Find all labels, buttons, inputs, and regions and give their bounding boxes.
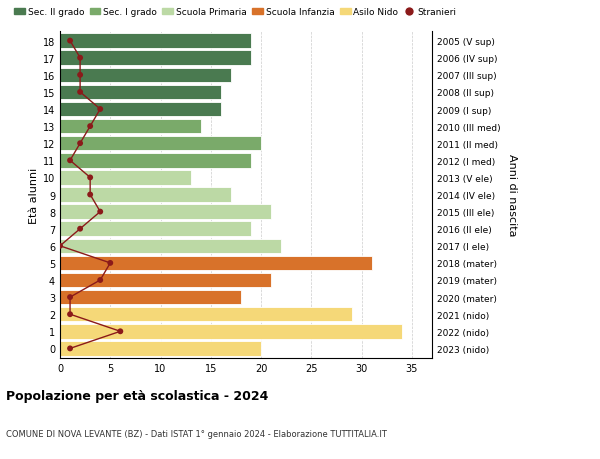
Bar [60,307,352,322]
Point [76,72,85,79]
Bar [60,273,271,288]
Bar [60,341,261,356]
Bar [60,51,251,66]
Bar [60,171,191,185]
Point [85,174,95,182]
Point [65,311,75,318]
Point [76,225,85,233]
Point [95,208,105,216]
Point [85,123,95,130]
Point [65,294,75,301]
Y-axis label: Anni di nascita: Anni di nascita [507,154,517,236]
Y-axis label: Età alunni: Età alunni [29,167,38,223]
Bar [60,222,251,236]
Point [95,106,105,113]
Point [65,157,75,165]
Bar [60,188,231,202]
Bar [60,205,271,219]
Bar [60,290,241,305]
Point [76,89,85,96]
Bar [60,120,201,134]
Bar [60,102,221,117]
Point [76,140,85,147]
Bar [60,325,402,339]
Point [85,191,95,199]
Point [76,55,85,62]
Point [55,243,65,250]
Bar [60,154,251,168]
Bar [60,137,261,151]
Bar [60,256,371,270]
Bar [60,34,251,49]
Text: COMUNE DI NOVA LEVANTE (BZ) - Dati ISTAT 1° gennaio 2024 - Elaborazione TUTTITAL: COMUNE DI NOVA LEVANTE (BZ) - Dati ISTAT… [6,429,387,438]
Bar [60,68,231,83]
Point [65,38,75,45]
Bar [60,239,281,253]
Point [65,345,75,353]
Point [95,277,105,284]
Point [116,328,125,335]
Bar [60,85,221,100]
Text: Popolazione per età scolastica - 2024: Popolazione per età scolastica - 2024 [6,389,268,403]
Legend: Sec. II grado, Sec. I grado, Scuola Primaria, Scuola Infanzia, Asilo Nido, Stran: Sec. II grado, Sec. I grado, Scuola Prim… [11,5,460,21]
Point [106,260,115,267]
